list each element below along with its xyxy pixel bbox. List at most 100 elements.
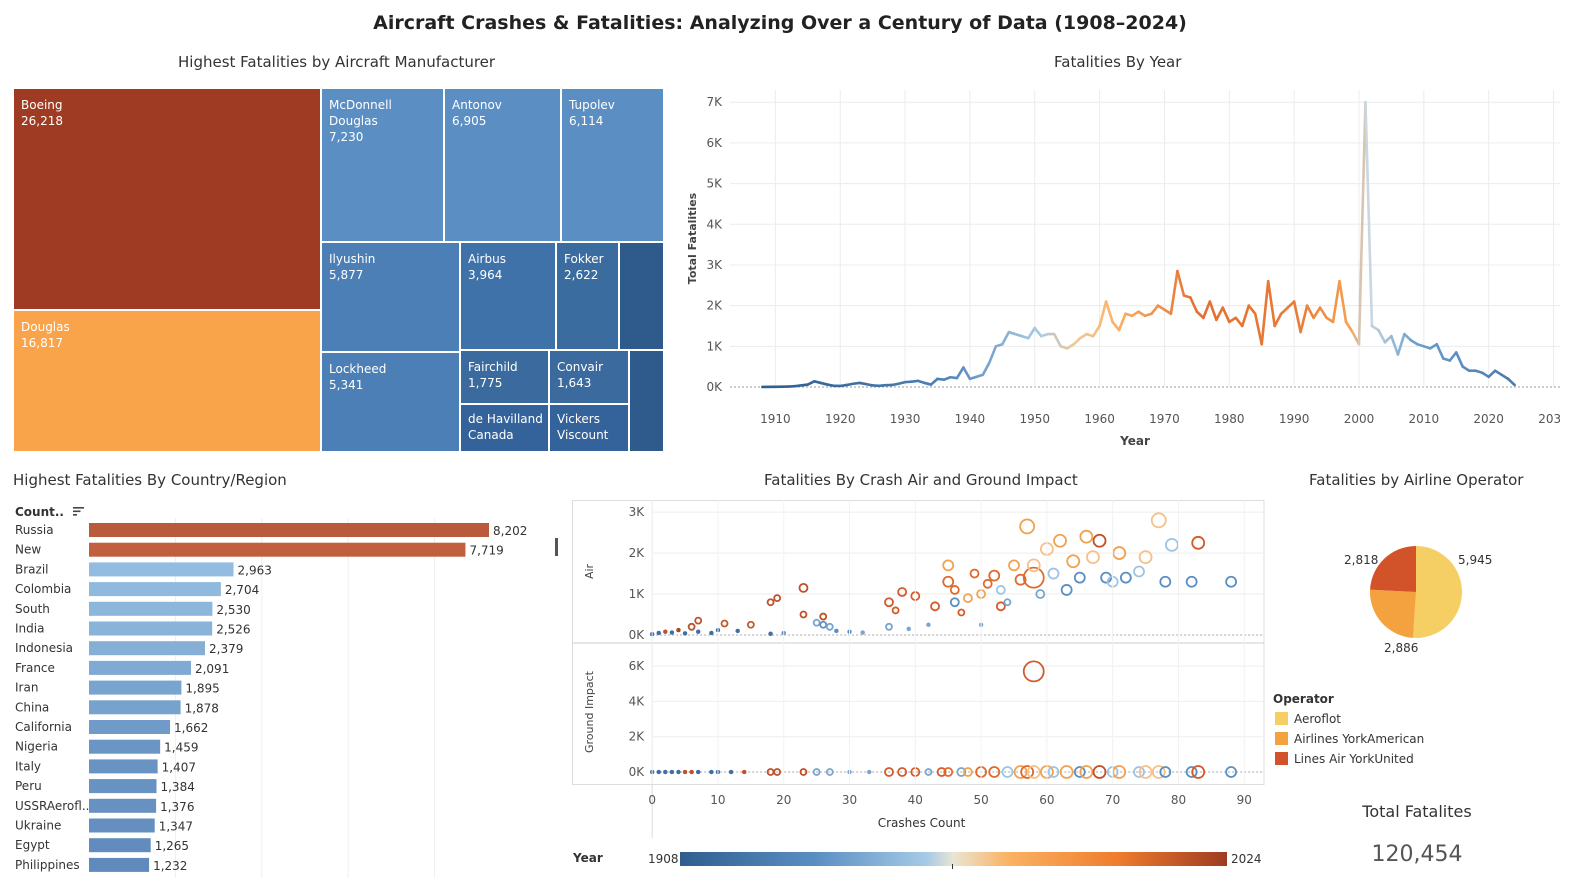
treemap-tile-douglas[interactable]: Douglas 16,817 — [13, 310, 321, 452]
bar-value-label: 1,232 — [153, 859, 187, 873]
scatter-x-tick: 40 — [908, 793, 923, 807]
bar-category-label: India — [15, 622, 44, 636]
line-segment — [1208, 300, 1218, 322]
scatter-x-tick: 60 — [1039, 793, 1054, 807]
legend-item-aeroflot[interactable]: Aeroflot — [1275, 712, 1341, 726]
bar-category-label: Italy — [15, 759, 41, 773]
manufacturer-treemap: Boeing 26,218 Douglas 16,817 McDonnell Dou… — [13, 88, 664, 452]
scatter-point — [834, 628, 839, 634]
line-segment — [1001, 330, 1011, 346]
legend-item-airlines-yorkamerican[interactable]: Airlines YorkAmerican — [1275, 732, 1424, 746]
scatter-point — [1001, 766, 1014, 778]
scatter-point — [1225, 575, 1238, 588]
line-segment — [988, 345, 998, 364]
line-segment — [1390, 334, 1400, 356]
treemap-tile-antonov[interactable]: Antonov 6,905 — [444, 88, 561, 242]
treemap-tile-convair[interactable]: Convair 1,643 — [549, 350, 629, 404]
line-segment — [1195, 310, 1205, 320]
scatter-point — [936, 767, 947, 777]
bar-category-label: Egypt — [15, 838, 50, 852]
x-tick-label: 1930 — [890, 412, 921, 426]
scatter-point — [695, 629, 701, 634]
scatter-point — [812, 618, 821, 627]
line-segment — [1318, 306, 1328, 320]
bar-header-label: Count.. — [15, 505, 64, 519]
line-segment — [1305, 304, 1315, 320]
treemap-tile-vickers-viscount[interactable]: Vickers Viscount — [549, 404, 629, 452]
treemap-tile-fairchild[interactable]: Fairchild 1,775 — [460, 350, 549, 404]
scatter-x-tick: 80 — [1171, 793, 1186, 807]
line-segment — [1506, 377, 1516, 387]
treemap-tile-airbus[interactable]: Airbus 3,964 — [460, 242, 556, 350]
treemap-tile-lockheed[interactable]: Lockheed 5,341 — [321, 352, 460, 452]
line-segment — [1260, 279, 1270, 346]
bar-value-label: 2,963 — [238, 563, 272, 577]
line-segment — [1215, 306, 1225, 322]
sort-icon[interactable] — [72, 505, 86, 517]
scatter-point — [766, 598, 775, 607]
scatter-point — [1119, 571, 1132, 584]
scatter-point — [825, 768, 834, 776]
bar-category-label: Philippines — [15, 858, 80, 872]
bar-category-label: Iran — [15, 681, 38, 695]
bar-value-label: 8,202 — [493, 524, 527, 538]
scatter-point — [1060, 584, 1073, 596]
scatter-point — [663, 629, 668, 634]
line-segment — [1240, 304, 1251, 328]
bar-value-label: 1,895 — [185, 682, 219, 696]
treemap-tile-tupolev[interactable]: Tupolev 6,114 — [561, 88, 664, 242]
pie-label-airlines-yorkamerican: 2,886 — [1384, 641, 1418, 655]
y-tick-label: 6K — [706, 136, 723, 150]
scatter-point — [1185, 575, 1198, 588]
treemap-title: Highest Fatalities by Aircraft Manufactu… — [178, 53, 496, 71]
treemap-tile-ilyushin[interactable]: Ilyushin 5,877 — [321, 242, 460, 352]
scatter-point — [1020, 765, 1035, 779]
bar-value-label: 1,459 — [164, 741, 198, 755]
scatter-point — [1079, 765, 1094, 779]
bar — [89, 739, 161, 754]
x-tick-label: 1970 — [1149, 412, 1180, 426]
scatter-point — [860, 630, 865, 635]
scatter-point — [742, 769, 747, 775]
scatter-point — [669, 630, 675, 635]
y-tick-label: 0K — [706, 380, 723, 394]
legend-swatch — [1275, 752, 1288, 765]
treemap-tile-other-1[interactable] — [619, 242, 664, 350]
scatter-point — [891, 606, 900, 615]
scatter-point — [963, 767, 973, 777]
x-tick-label: 1990 — [1279, 412, 1310, 426]
scatter-point — [1185, 766, 1198, 778]
treemap-tile-mcdonnell-douglas[interactable]: McDonnell Douglas 7,230 — [321, 88, 444, 242]
scatter-point — [1073, 571, 1086, 584]
scatter-point — [1022, 566, 1045, 589]
scatter-point — [773, 594, 782, 603]
scatter-point — [819, 612, 828, 621]
scatter-point — [942, 575, 955, 588]
x-tick-label: 1940 — [955, 412, 986, 426]
treemap-tile-de-havilland-canada[interactable]: de Havilland Canada — [460, 404, 549, 452]
treemap-tile-fokker[interactable]: Fokker 2,622 — [556, 242, 619, 350]
scatter-point — [1191, 535, 1206, 550]
bar-scrollbar[interactable] — [555, 538, 558, 556]
scatter-point — [799, 768, 808, 776]
scatter-x-axis-label: Crashes Count — [878, 816, 966, 830]
bar-sort-header[interactable]: Count.. — [15, 505, 86, 519]
scatter-y-tick: 0K — [629, 628, 646, 642]
y-axis-label: Total Fatalities — [686, 192, 699, 284]
bar-value-label: 2,530 — [216, 603, 250, 617]
scatter-point — [687, 622, 696, 631]
treemap-tile-boeing[interactable]: Boeing 26,218 — [13, 88, 321, 310]
scatter-point — [728, 769, 734, 775]
line-segment — [1098, 300, 1108, 328]
legend-item-lines-air-yorkunited[interactable]: Lines Air YorkUnited — [1275, 752, 1414, 766]
line-segment — [1026, 326, 1037, 340]
scatter-point — [884, 767, 894, 777]
scatter-x-tick: 50 — [973, 793, 988, 807]
treemap-tile-other-2[interactable] — [629, 350, 664, 452]
scatter-point — [1159, 766, 1172, 778]
line-segment — [1454, 351, 1465, 368]
scatter-point — [924, 768, 933, 776]
air-axis-label: Air — [583, 563, 596, 579]
line-segment — [1403, 332, 1413, 342]
scatter-point — [1026, 765, 1041, 779]
